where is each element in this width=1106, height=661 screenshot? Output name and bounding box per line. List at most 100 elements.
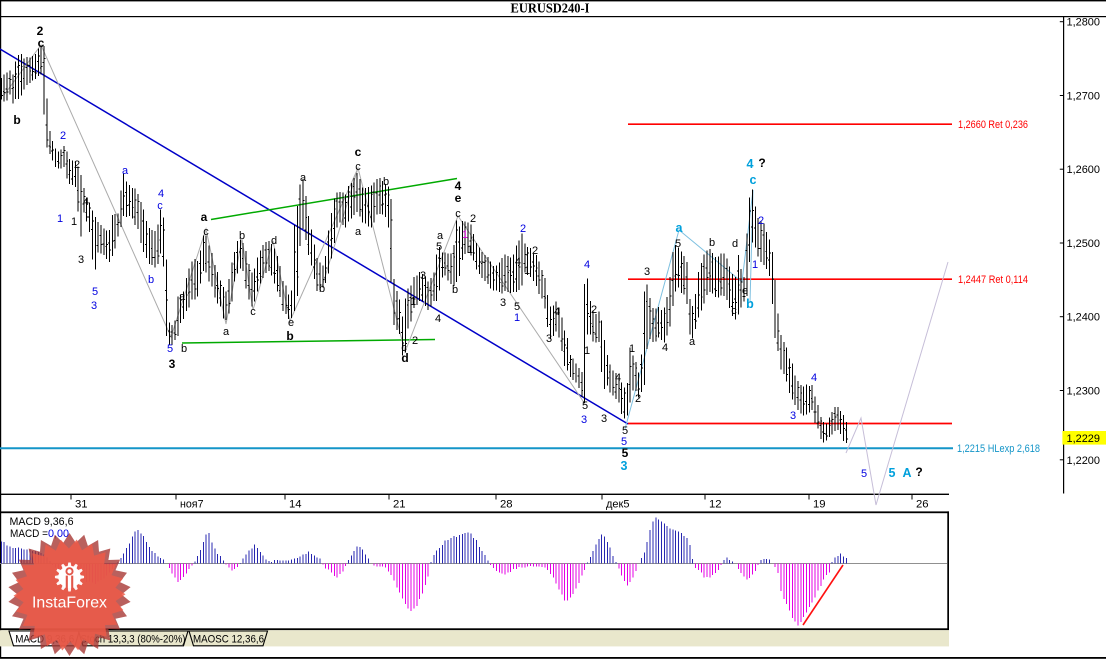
svg-text:a: a bbox=[122, 165, 129, 177]
svg-text:2: 2 bbox=[635, 393, 641, 405]
svg-text:3: 3 bbox=[581, 414, 587, 426]
svg-text:b: b bbox=[319, 283, 325, 295]
svg-text:MAOSC 12,36,6: MAOSC 12,36,6 bbox=[193, 633, 264, 645]
svg-text:1,2447 Ret 0,114: 1,2447 Ret 0,114 bbox=[958, 274, 1028, 286]
svg-text:d: d bbox=[732, 238, 738, 250]
svg-text:2: 2 bbox=[37, 24, 44, 38]
svg-text:MACD =: MACD = bbox=[10, 528, 48, 540]
svg-text:1,2600: 1,2600 bbox=[1067, 164, 1101, 176]
svg-text:1: 1 bbox=[71, 216, 77, 228]
svg-text:EURUSD240-I: EURUSD240-I bbox=[511, 1, 590, 16]
svg-text:?: ? bbox=[915, 465, 922, 479]
svg-text:4: 4 bbox=[811, 372, 817, 384]
svg-text:1: 1 bbox=[514, 312, 520, 324]
svg-text:дек5: дек5 bbox=[606, 499, 630, 511]
svg-text:c: c bbox=[250, 306, 256, 318]
svg-text:3: 3 bbox=[621, 459, 628, 473]
svg-text:1,2500: 1,2500 bbox=[1067, 238, 1101, 250]
svg-text:1: 1 bbox=[524, 265, 530, 277]
svg-text:5: 5 bbox=[167, 343, 173, 355]
svg-text:c: c bbox=[455, 208, 461, 220]
svg-text:b: b bbox=[148, 274, 154, 286]
svg-text:1,2800: 1,2800 bbox=[1067, 17, 1101, 29]
svg-text:1,2400: 1,2400 bbox=[1067, 312, 1101, 324]
svg-text:1,2215 HLexp 2,618: 1,2215 HLexp 2,618 bbox=[957, 443, 1040, 455]
svg-text:4: 4 bbox=[515, 256, 521, 268]
svg-text:e: e bbox=[288, 317, 294, 329]
svg-text:2: 2 bbox=[591, 304, 597, 316]
svg-text:1,2229: 1,2229 bbox=[1067, 433, 1101, 445]
svg-text:5: 5 bbox=[622, 425, 628, 437]
svg-text:4: 4 bbox=[554, 306, 560, 318]
svg-text:5: 5 bbox=[861, 468, 867, 480]
svg-text:c: c bbox=[203, 226, 209, 238]
svg-text:MACD 9,36,6: MACD 9,36,6 bbox=[10, 516, 74, 528]
svg-text:5: 5 bbox=[621, 436, 627, 448]
svg-text:e: e bbox=[455, 191, 462, 205]
svg-text:b: b bbox=[239, 230, 245, 242]
svg-text:5: 5 bbox=[92, 286, 98, 298]
svg-text:c: c bbox=[355, 161, 361, 173]
svg-text:4: 4 bbox=[83, 196, 89, 208]
svg-text:4: 4 bbox=[158, 188, 164, 200]
svg-text:5: 5 bbox=[436, 241, 442, 253]
svg-text:c: c bbox=[731, 305, 737, 317]
svg-text:1: 1 bbox=[752, 259, 758, 271]
svg-text:1: 1 bbox=[467, 244, 473, 256]
svg-text:a: a bbox=[355, 226, 362, 238]
svg-text:12: 12 bbox=[709, 499, 722, 511]
svg-text:b: b bbox=[286, 329, 293, 343]
svg-text:1,2200: 1,2200 bbox=[1067, 455, 1101, 467]
svg-text:b: b bbox=[452, 284, 458, 296]
svg-text:2: 2 bbox=[60, 130, 66, 142]
svg-text:4: 4 bbox=[455, 179, 462, 193]
svg-text:3: 3 bbox=[91, 300, 97, 312]
svg-text:5: 5 bbox=[889, 466, 896, 480]
svg-text:c: c bbox=[355, 145, 362, 159]
svg-text:2: 2 bbox=[520, 223, 526, 235]
svg-text:1: 1 bbox=[629, 343, 635, 355]
svg-text:?: ? bbox=[758, 156, 765, 170]
svg-text:b: b bbox=[13, 113, 20, 127]
svg-text:a: a bbox=[437, 230, 444, 242]
svg-text:b: b bbox=[746, 297, 754, 311]
svg-text:b: b bbox=[181, 343, 187, 355]
svg-text:c: c bbox=[750, 173, 757, 187]
svg-text:2: 2 bbox=[758, 215, 764, 227]
svg-text:28: 28 bbox=[500, 499, 513, 511]
svg-text:4: 4 bbox=[747, 157, 754, 171]
svg-text:3: 3 bbox=[78, 254, 84, 266]
svg-text:2: 2 bbox=[470, 213, 476, 225]
svg-text:2: 2 bbox=[532, 245, 538, 257]
svg-text:3: 3 bbox=[601, 413, 607, 425]
svg-text:3: 3 bbox=[420, 270, 426, 282]
svg-text:1: 1 bbox=[57, 213, 63, 225]
svg-text:2: 2 bbox=[74, 159, 80, 171]
svg-text:A: A bbox=[902, 466, 911, 480]
svg-text:a: a bbox=[676, 221, 684, 235]
svg-text:InstaForex: InstaForex bbox=[32, 595, 107, 612]
svg-text:a: a bbox=[201, 210, 208, 224]
svg-text:5: 5 bbox=[582, 400, 588, 412]
svg-text:4: 4 bbox=[615, 372, 621, 384]
svg-text:a: a bbox=[223, 326, 230, 338]
svg-text:1: 1 bbox=[584, 345, 590, 357]
svg-text:a: a bbox=[179, 291, 186, 303]
svg-text:2: 2 bbox=[412, 335, 418, 347]
svg-text:c: c bbox=[401, 342, 407, 354]
svg-text:31: 31 bbox=[75, 499, 88, 511]
svg-text:5: 5 bbox=[675, 238, 681, 250]
svg-text:3: 3 bbox=[500, 297, 506, 309]
svg-text:3: 3 bbox=[169, 357, 176, 371]
svg-text:c: c bbox=[157, 200, 163, 212]
svg-text:b: b bbox=[709, 237, 715, 249]
svg-text:4: 4 bbox=[662, 342, 668, 354]
svg-text:4: 4 bbox=[584, 259, 590, 271]
svg-text:26: 26 bbox=[916, 499, 929, 511]
svg-text:0,00: 0,00 bbox=[48, 528, 69, 540]
svg-text:21: 21 bbox=[393, 499, 406, 511]
svg-text:4: 4 bbox=[435, 313, 441, 325]
svg-text:19: 19 bbox=[813, 499, 826, 511]
svg-text:a: a bbox=[689, 336, 696, 348]
svg-text:3: 3 bbox=[790, 410, 796, 422]
